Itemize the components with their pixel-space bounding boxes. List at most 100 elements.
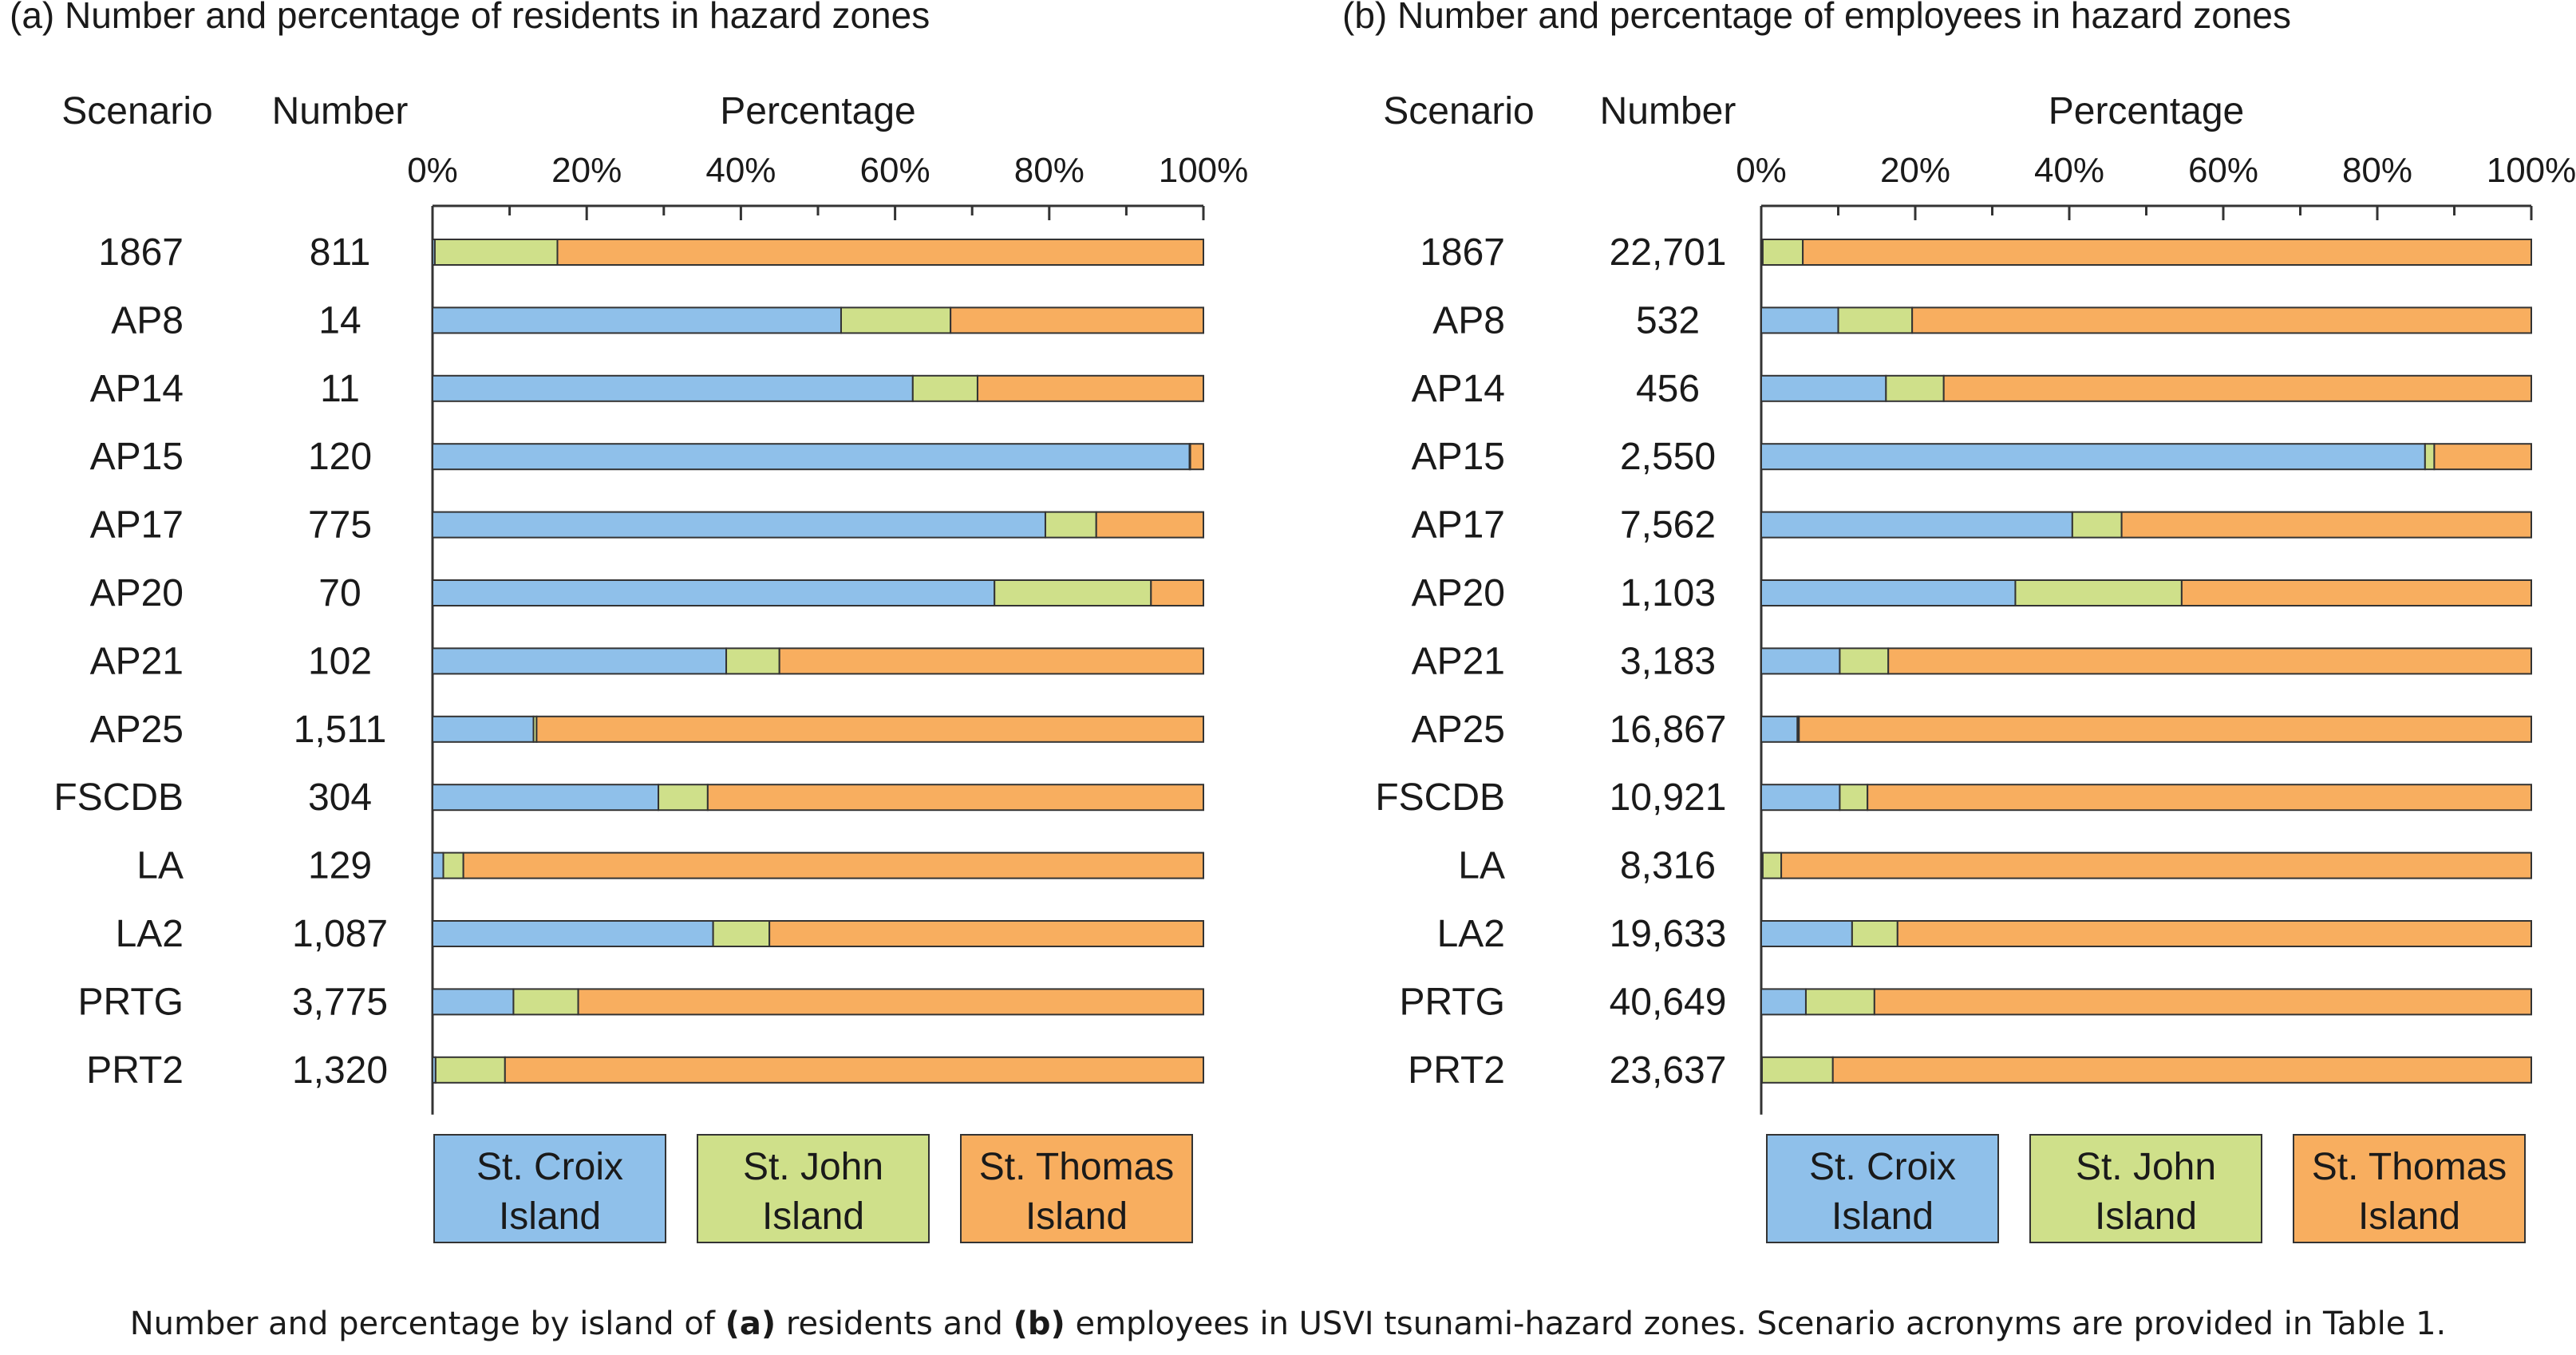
bar-segment-st-croix <box>432 443 1191 471</box>
bar-segment-st-thomas <box>1887 647 2533 675</box>
panel-employees: (b) Number and percentage of employees i… <box>1342 0 2576 1243</box>
row-number-label: 532 <box>1636 299 1700 342</box>
bar-segment-st-croix <box>432 715 535 743</box>
bar-segment-st-john <box>512 988 579 1016</box>
row-number-label: 1,320 <box>292 1049 388 1092</box>
row-number-label: 3,183 <box>1620 640 1716 682</box>
row-number-label: 304 <box>308 776 372 819</box>
legend-label-line2: Island <box>762 1195 864 1238</box>
x-tick-label: 0% <box>1736 151 1787 190</box>
bar-segment-st-thomas <box>556 239 1204 266</box>
row-number-label: 129 <box>308 845 372 887</box>
legend-label-line1: St. Thomas <box>2312 1146 2507 1188</box>
bar-segment-st-croix <box>432 920 714 947</box>
x-tick-label: 80% <box>1014 151 1085 190</box>
row-scenario-label: AP15 <box>90 436 184 478</box>
legend-label-line1: St. John <box>2076 1146 2216 1188</box>
bar-segment-st-croix <box>1760 579 2017 606</box>
bar-segment-st-thomas <box>1780 851 2533 879</box>
row-scenario-label: AP14 <box>90 368 184 410</box>
x-tick-label: 60% <box>860 151 930 190</box>
row-number-label: 1,103 <box>1620 572 1716 614</box>
row-number-label: 775 <box>308 504 372 547</box>
bar-segment-st-croix <box>1760 443 2426 471</box>
row-scenario-label: AP15 <box>1412 436 1505 478</box>
row-number-label: 456 <box>1636 368 1700 410</box>
row-scenario-label: AP17 <box>1412 504 1505 547</box>
bar-segment-st-john <box>1804 988 1875 1016</box>
bar-segment-st-thomas <box>535 715 1204 743</box>
bar-segment-st-croix <box>432 511 1046 539</box>
row-number-label: 14 <box>318 299 361 342</box>
bar-segment-st-john <box>2424 443 2436 471</box>
legend-swatch-st-croix <box>433 1134 666 1243</box>
row-scenario-label: AP20 <box>90 572 184 614</box>
bar-segment-st-croix <box>1760 784 1841 812</box>
row-number-label: 11 <box>320 368 360 410</box>
row-scenario-label: AP20 <box>1412 572 1505 614</box>
bar-segment-st-thomas <box>2180 579 2532 606</box>
x-tick-label: 100% <box>1159 151 1249 190</box>
bar-segment-st-john <box>1760 1056 1834 1084</box>
header-percentage: Percentage <box>720 90 916 132</box>
bar-segment-st-john <box>994 579 1152 606</box>
row-scenario-label: LA2 <box>1437 913 1505 955</box>
bar-segment-st-thomas <box>706 784 1204 812</box>
bar-segment-st-john <box>434 1056 506 1084</box>
x-tick-label: 20% <box>551 151 622 190</box>
legend-swatch-st-john <box>2029 1134 2262 1243</box>
bar-segment-st-thomas <box>2433 443 2532 471</box>
row-scenario-label: FSCDB <box>53 776 184 819</box>
bar-segment-st-thomas <box>1798 715 2532 743</box>
row-scenario-label: LA <box>136 845 184 887</box>
row-scenario-label: AP21 <box>90 640 184 682</box>
row-number-label: 8,316 <box>1620 845 1716 887</box>
bar-segment-st-john <box>1839 784 1869 812</box>
row-scenario-label: LA <box>1458 845 1505 887</box>
bar-segment-st-john <box>1761 851 1783 879</box>
legend-label-line2: Island <box>2095 1195 2197 1238</box>
row-scenario-label: 1867 <box>98 231 184 274</box>
row-number-label: 811 <box>310 231 371 274</box>
figure-caption: Number and percentage by island of (a) r… <box>130 1306 2447 1342</box>
bar-segment-st-thomas <box>1095 511 1204 539</box>
bar-segment-st-john <box>725 647 780 675</box>
bar-segment-st-thomas <box>577 988 1204 1016</box>
row-number-label: 2,550 <box>1620 436 1716 478</box>
row-number-label: 40,649 <box>1610 981 1727 1023</box>
legend-swatch-st-thomas <box>960 1134 1193 1243</box>
row-number-label: 23,637 <box>1610 1049 1727 1092</box>
legend-swatch-st-john <box>697 1134 930 1243</box>
row-scenario-label: FSCDB <box>1375 776 1505 819</box>
header-scenario: Scenario <box>61 90 212 132</box>
bar-segment-st-john <box>840 306 952 334</box>
panel-residents: (a) Number and percentage of residents i… <box>10 0 1249 1243</box>
legend-label-line1: St. John <box>743 1146 883 1188</box>
row-scenario-label: AP25 <box>90 709 184 751</box>
bar-segment-st-thomas <box>504 1056 1204 1084</box>
row-number-label: 120 <box>308 436 372 478</box>
legend-label-line2: Island <box>2358 1195 2460 1238</box>
header-number: Number <box>1600 90 1736 132</box>
bar-segment-st-croix <box>432 988 515 1016</box>
row-scenario-label: AP17 <box>90 504 184 547</box>
bar-segment-st-thomas <box>1942 374 2533 402</box>
legend-label-line2: Island <box>1831 1195 1934 1238</box>
header-percentage: Percentage <box>2049 90 2245 132</box>
bar-segment-st-john <box>1885 374 1945 402</box>
bar-segment-st-croix <box>1760 306 1839 334</box>
bar-segment-st-thomas <box>1867 784 2532 812</box>
bar-segment-st-croix <box>432 306 842 334</box>
x-tick-label: 20% <box>1880 151 1950 190</box>
header-number: Number <box>272 90 409 132</box>
bar-segment-st-thomas <box>976 374 1205 402</box>
bar-segment-st-croix <box>432 851 444 879</box>
row-number-label: 1,511 <box>294 709 387 751</box>
row-number-label: 19,633 <box>1610 913 1727 955</box>
bar-segment-st-thomas <box>1150 579 1205 606</box>
chart-title: (b) Number and percentage of employees i… <box>1342 0 2291 36</box>
bar-segment-st-john <box>911 374 978 402</box>
bar-segment-st-croix <box>432 374 914 402</box>
bar-segment-st-croix <box>1760 511 2073 539</box>
bar-segment-st-croix <box>1760 920 1853 947</box>
